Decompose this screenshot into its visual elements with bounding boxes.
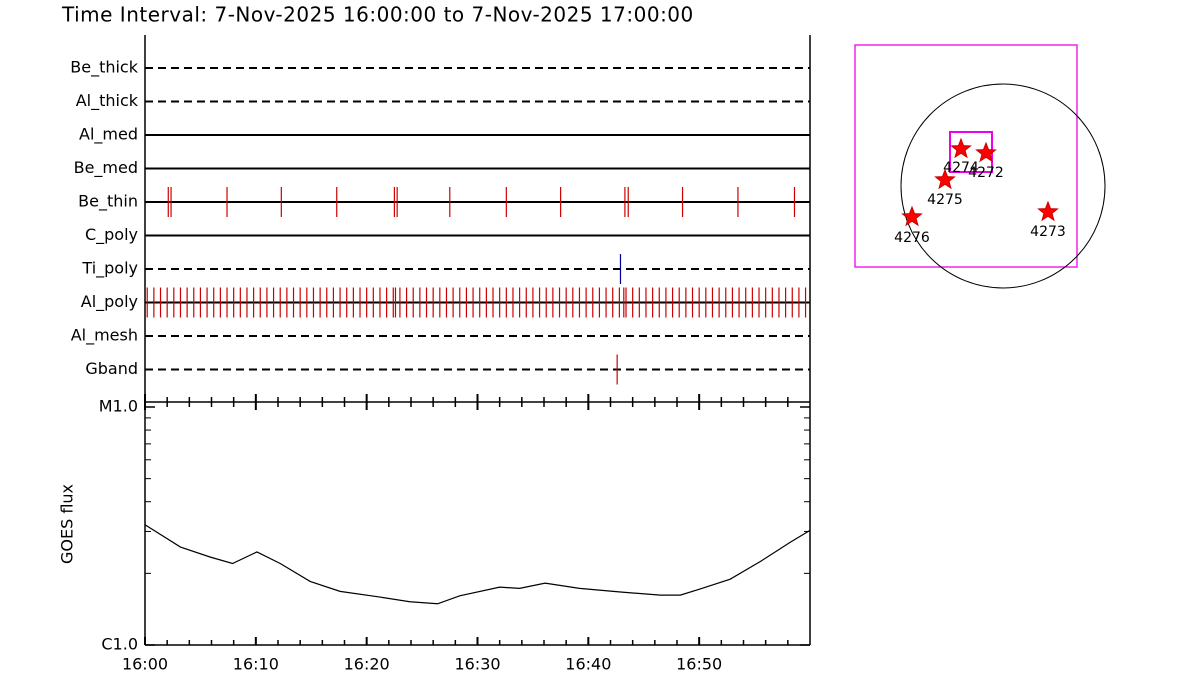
- region-label: 4276: [894, 230, 930, 246]
- row-label: Al_mesh: [71, 326, 138, 346]
- x-tick-label: 16:00: [122, 655, 168, 674]
- x-tick-label: 16:10: [233, 655, 279, 674]
- row-label: Be_thin: [78, 192, 138, 212]
- region-label: 4272: [968, 165, 1004, 181]
- chart-title: Time Interval: 7-Nov-2025 16:00:00 to 7-…: [61, 3, 694, 27]
- flux-line: [144, 524, 811, 605]
- x-tick-label: 16:30: [454, 655, 500, 674]
- region-marker: [1037, 200, 1059, 222]
- region-label: 4274: [943, 160, 979, 176]
- row-label: Be_thick: [70, 58, 138, 78]
- field-of-view: [854, 44, 1078, 268]
- solar-limb: [900, 83, 1106, 289]
- row-label: C_poly: [85, 225, 138, 245]
- row-label: Al_thick: [76, 91, 139, 111]
- row-label: Al_poly: [81, 292, 138, 312]
- x-tick-label: 16:50: [676, 655, 722, 674]
- row-label: Al_med: [79, 125, 138, 145]
- x-tick-label: 16:40: [565, 655, 611, 674]
- region-marker: [901, 205, 923, 227]
- region-marker: [950, 137, 972, 159]
- region-label: 4275: [927, 192, 963, 208]
- row-label: Gband: [85, 359, 138, 378]
- region-marker: [934, 168, 956, 190]
- y-tick-label: M1.0: [99, 397, 138, 416]
- x-tick-label: 16:20: [344, 655, 390, 674]
- region-label: 4273: [1030, 224, 1066, 240]
- region-marker: [975, 141, 997, 163]
- row-label: Be_med: [74, 158, 138, 178]
- y-axis-label: GOES flux: [58, 484, 77, 564]
- row-label: Ti_poly: [81, 259, 138, 279]
- y-tick-label: C1.0: [101, 635, 138, 654]
